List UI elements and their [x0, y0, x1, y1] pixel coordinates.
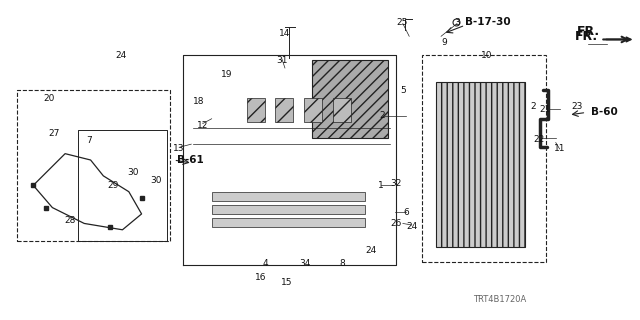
Text: 14: 14: [279, 28, 291, 38]
Text: 2: 2: [530, 101, 536, 111]
Text: 13: 13: [173, 144, 185, 153]
Text: 20: 20: [44, 94, 55, 103]
Text: 2: 2: [380, 111, 385, 120]
Text: 4: 4: [263, 259, 269, 268]
Text: 1: 1: [378, 181, 383, 190]
Text: 34: 34: [299, 259, 310, 268]
Bar: [212, 205, 365, 214]
Text: 30: 30: [127, 168, 139, 177]
Bar: [304, 98, 322, 122]
Bar: [436, 82, 525, 247]
Text: 6: 6: [403, 208, 409, 217]
Text: 7: 7: [86, 136, 92, 146]
Text: 27: 27: [49, 129, 60, 138]
Text: 11: 11: [554, 144, 565, 153]
Text: 22: 22: [533, 135, 544, 144]
Text: 24: 24: [115, 51, 126, 60]
Text: 26: 26: [391, 219, 402, 228]
Text: 28: 28: [64, 216, 76, 225]
Text: FR.: FR.: [577, 25, 600, 38]
Text: 32: 32: [391, 179, 402, 188]
Text: 15: 15: [281, 278, 292, 287]
Text: 18: 18: [193, 97, 205, 106]
Bar: [312, 60, 388, 138]
Text: 21: 21: [540, 105, 550, 114]
Text: B-61: B-61: [177, 155, 204, 165]
Text: 3: 3: [454, 18, 460, 27]
Text: 5: 5: [400, 86, 406, 95]
Text: 9: 9: [442, 38, 447, 47]
Text: 30: 30: [150, 176, 162, 185]
Text: 16: 16: [255, 273, 266, 282]
Bar: [212, 192, 365, 201]
Text: 29: 29: [108, 181, 118, 190]
Bar: [246, 98, 264, 122]
Bar: [333, 98, 351, 122]
Text: 19: 19: [221, 70, 232, 79]
Text: 24: 24: [406, 222, 417, 231]
Bar: [212, 218, 365, 227]
Text: 24: 24: [365, 246, 376, 255]
Text: TRT4B1720A: TRT4B1720A: [473, 295, 526, 304]
Bar: [275, 98, 293, 122]
Text: 12: 12: [197, 121, 209, 130]
Text: 8: 8: [339, 259, 345, 268]
Text: 31: 31: [276, 56, 287, 65]
Text: FR.: FR.: [575, 30, 598, 43]
Bar: [422, 55, 546, 261]
Bar: [17, 90, 170, 241]
Text: B-60: B-60: [591, 108, 618, 117]
Text: 10: 10: [481, 51, 493, 60]
Text: 23: 23: [572, 101, 583, 111]
Text: 25: 25: [396, 18, 407, 27]
Text: B-17-30: B-17-30: [465, 17, 511, 27]
